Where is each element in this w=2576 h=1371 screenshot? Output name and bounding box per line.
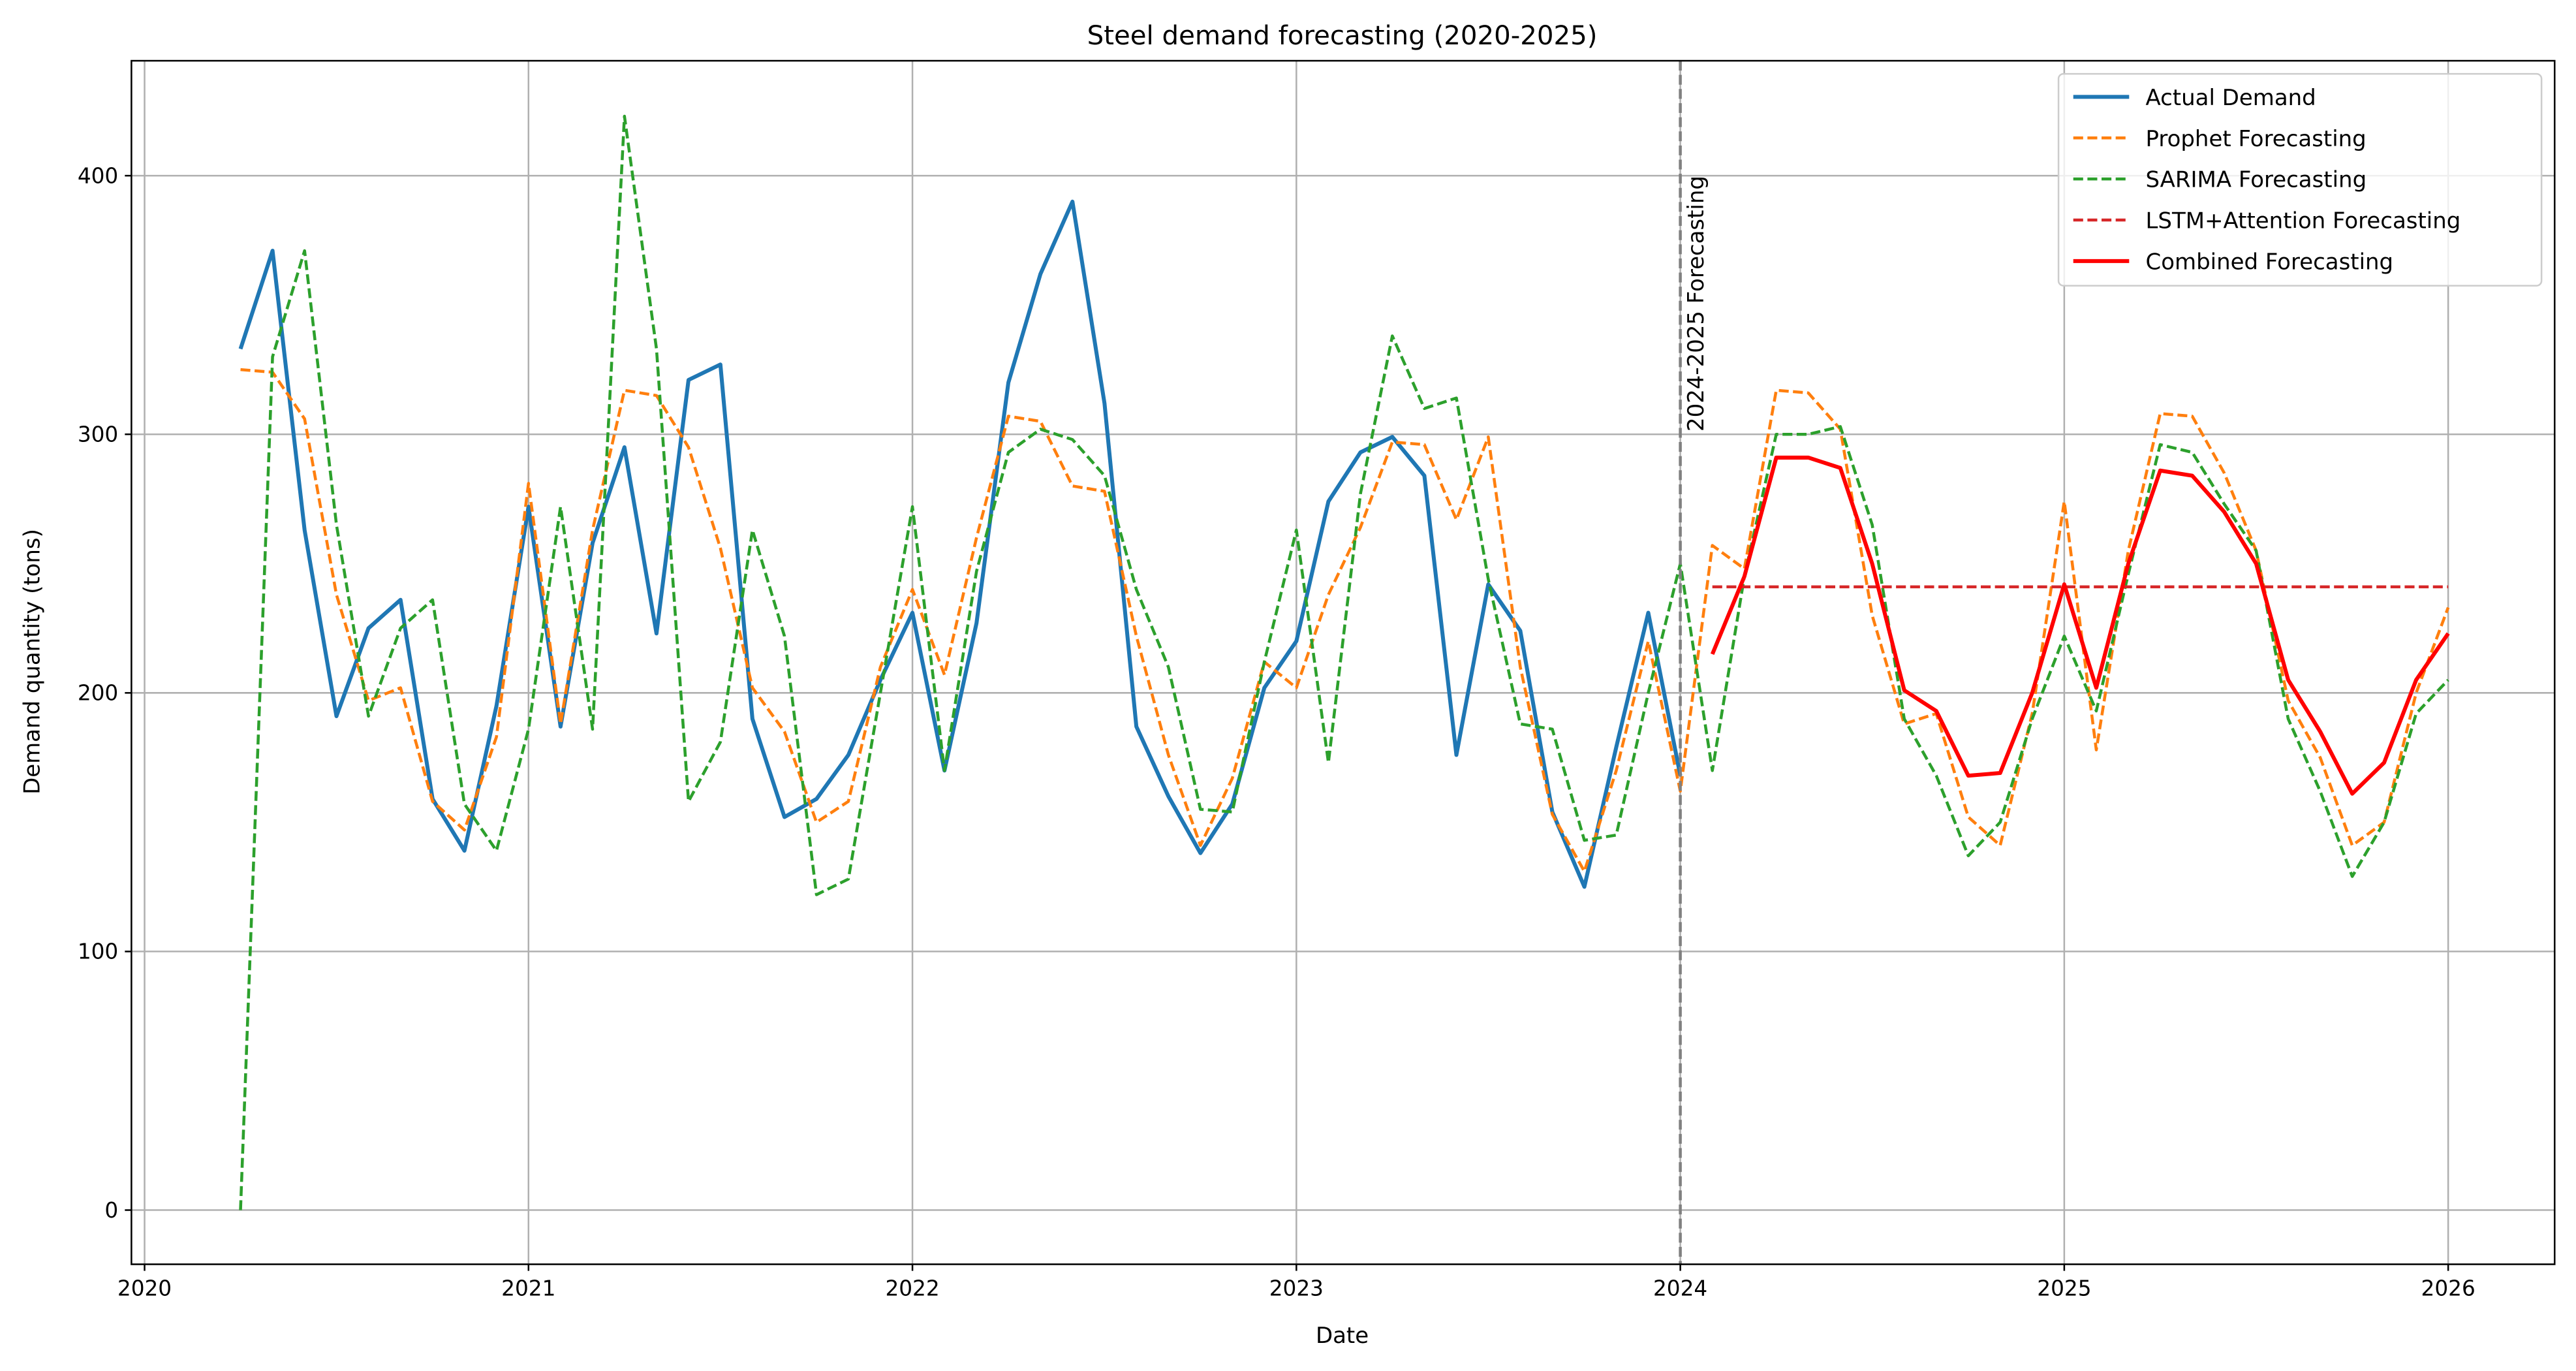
forecast-annotation-label: 2024-2025 Forecasting: [1683, 176, 1709, 432]
legend-label: Prophet Forecasting: [2145, 126, 2366, 152]
x-tick-label: 2020: [117, 1276, 172, 1300]
series-line-combined-forecasting: [1710, 455, 2450, 796]
x-tick-label: 2022: [885, 1276, 939, 1300]
legend-label: LSTM+Attention Forecasting: [2145, 208, 2460, 234]
legend-label: SARIMA Forecasting: [2145, 167, 2367, 193]
y-tick-label: 400: [78, 163, 118, 188]
legend: Actual Demand Prophet Forecasting SARIMA F…: [2057, 72, 2543, 287]
series-line-sarima-forecasting: [239, 114, 2449, 1210]
x-tick-label: 2021: [501, 1276, 555, 1300]
x-tick-label: 2023: [1269, 1276, 1324, 1300]
y-tick-label: 100: [78, 939, 118, 964]
series-line-actual-demand: [238, 199, 1683, 889]
chart-title: Steel demand forecasting (2020-2025): [1087, 21, 1598, 51]
series-line-prophet-forecasting: [240, 368, 2450, 873]
x-tick-label: 2026: [2421, 1276, 2475, 1300]
y-tick-label: 0: [104, 1198, 118, 1223]
y-axis-label: Demand quantity (tons): [19, 529, 45, 795]
plot-frame: [131, 59, 2556, 1265]
legend-label: Actual Demand: [2145, 85, 2316, 111]
forecast-annotation: 2024-2025 Forecasting: [1679, 61, 1709, 1265]
y-tick-label: 300: [78, 422, 118, 447]
x-axis-label: Date: [1316, 1323, 1369, 1349]
x-tick-label: 2024: [1653, 1276, 1707, 1300]
axis-ticks: 2020 2021 2022 2023 2024 2025 2026 0 100 200 300 40…: [78, 163, 2475, 1300]
series-lines: [238, 114, 2450, 1210]
y-tick-label: 200: [78, 681, 118, 706]
x-tick-label: 2025: [2037, 1276, 2091, 1300]
legend-label: Combined Forecasting: [2145, 249, 2393, 275]
